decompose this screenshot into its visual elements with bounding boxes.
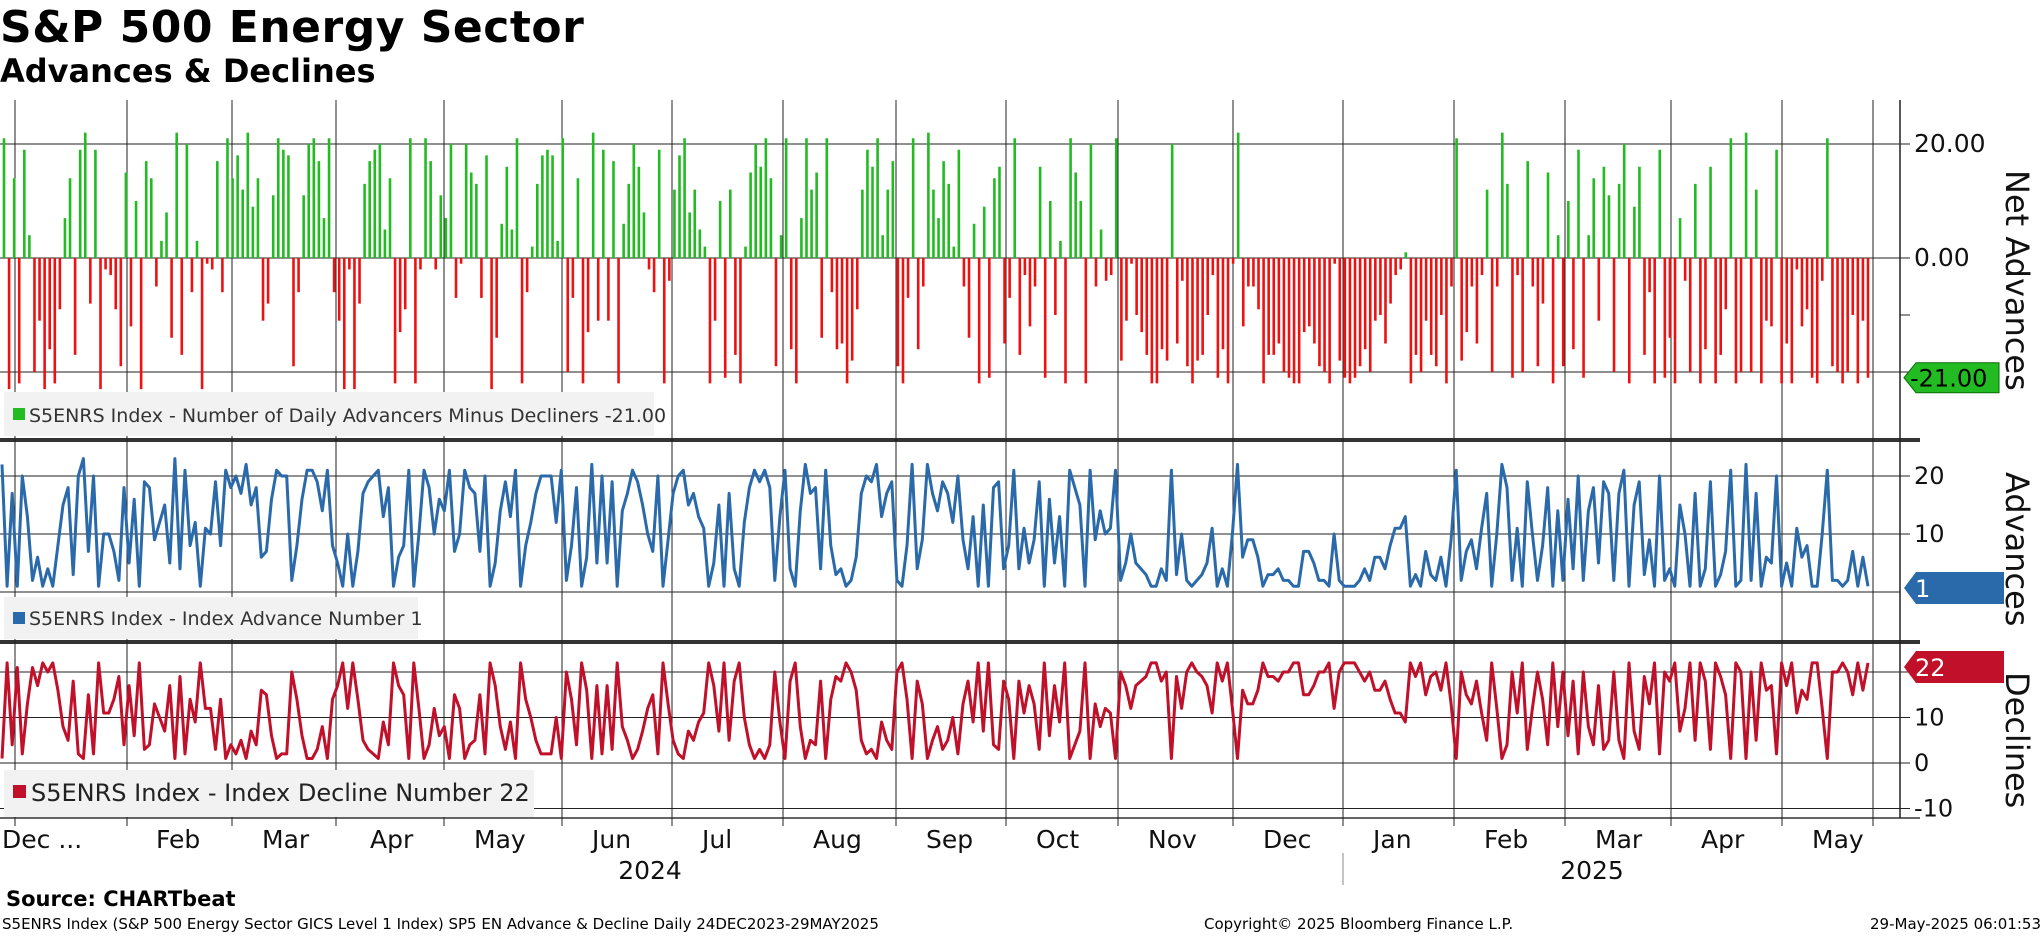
footer-copyright: Copyright© 2025 Bloomberg Finance L.P. bbox=[1204, 915, 1514, 933]
y-tick-label: 20 bbox=[1914, 462, 1945, 490]
x-tick-label-year: 2025 bbox=[1560, 856, 1624, 885]
y-tick-label: 10 bbox=[1914, 520, 1945, 548]
legend-declines-text: S5ENRS Index - Index Decline Number 22 bbox=[31, 779, 530, 807]
y-tick-label: 0 bbox=[1914, 749, 1929, 777]
net-advances-axis-title: Net Advances bbox=[1998, 170, 2036, 391]
x-tick-label-month: Nov bbox=[1148, 825, 1197, 854]
x-tick-label-month: Aug bbox=[813, 825, 862, 854]
chart-title: S&P 500 Energy Sector bbox=[0, 2, 585, 53]
legend-advances-text: S5ENRS Index - Index Advance Number 1 bbox=[29, 608, 423, 630]
panel-separator bbox=[0, 438, 1920, 442]
legend-declines: S5ENRS Index - Index Decline Number 22 bbox=[4, 770, 534, 817]
y-tick-label: 0.00 bbox=[1914, 243, 1970, 272]
legend-net-advances-text: S5ENRS Index - Number of Daily Advancers… bbox=[29, 405, 666, 427]
advances-last-value: 1 bbox=[1915, 575, 1930, 603]
x-tick-label-month: Feb bbox=[1484, 825, 1528, 854]
declines-axis-title: Declines bbox=[1998, 672, 2036, 808]
net-advances-last-value: -21.00 bbox=[1910, 365, 1987, 393]
x-tick-label-month: May bbox=[474, 825, 526, 854]
advances-axis-title: Advances bbox=[1998, 472, 2036, 626]
x-tick-label-year: 2024 bbox=[618, 856, 682, 885]
x-tick-label-month: Mar bbox=[262, 825, 310, 854]
declines-line bbox=[0, 661, 1870, 760]
footer-description: S5ENRS Index (S&P 500 Energy Sector GICS… bbox=[2, 915, 879, 933]
advances-line bbox=[0, 457, 1870, 588]
advances-series bbox=[0, 457, 1870, 588]
net-advances-bars bbox=[2, 132, 1870, 390]
declines-last-value: 22 bbox=[1915, 654, 1946, 682]
x-tick-label-month: Jan bbox=[1371, 825, 1412, 854]
advances-last-value-tag: 1 bbox=[1904, 572, 2004, 604]
legend-net-advances: S5ENRS Index - Number of Daily Advancers… bbox=[4, 392, 666, 436]
x-tick-label-month: Oct bbox=[1036, 825, 1079, 854]
x-tick-label-month: Jun bbox=[590, 825, 631, 854]
x-tick-label-month: Sep bbox=[926, 825, 973, 854]
x-tick-label-month: Jul bbox=[700, 825, 732, 854]
y-tick-label: -10 bbox=[1914, 795, 1953, 823]
legend-swatch-red bbox=[13, 785, 26, 798]
footer-timestamp: 29-May-2025 06:01:53 bbox=[1870, 915, 2041, 933]
y-tick-label: 20.00 bbox=[1914, 129, 1986, 158]
chart-subtitle: Advances & Declines bbox=[0, 52, 376, 90]
x-tick-label-month: Feb bbox=[156, 825, 200, 854]
declines-series bbox=[0, 661, 1870, 760]
x-tick-label-month: Dec ... bbox=[2, 825, 82, 854]
y-tick-label: 10 bbox=[1914, 704, 1945, 732]
x-tick-label-month: May bbox=[1812, 825, 1864, 854]
legend-swatch-blue bbox=[13, 612, 25, 624]
declines-last-value-tag: 22 bbox=[1904, 651, 2004, 683]
x-tick-label-month: Apr bbox=[370, 825, 414, 854]
panel-separator bbox=[0, 640, 1920, 644]
source-note: Source: CHARTbeat bbox=[6, 887, 236, 911]
x-tick-label-month: Dec bbox=[1263, 825, 1311, 854]
legend-swatch-green bbox=[13, 408, 25, 420]
x-tick-label-month: Apr bbox=[1701, 825, 1745, 854]
x-tick-label-month: Mar bbox=[1595, 825, 1643, 854]
net-advances-last-value-tag: -21.00 bbox=[1903, 362, 2000, 394]
legend-advances: S5ENRS Index - Index Advance Number 1 bbox=[4, 597, 423, 639]
